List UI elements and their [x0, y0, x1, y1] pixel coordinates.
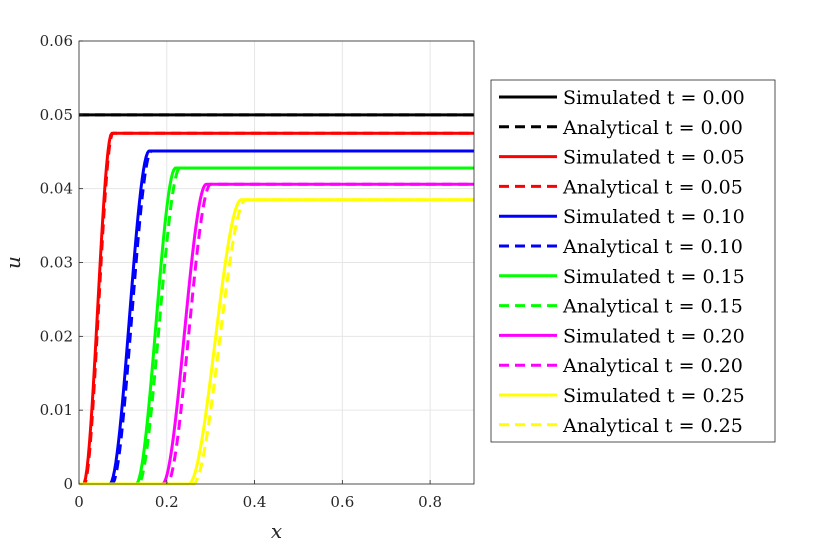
series-line-6	[78, 166, 475, 486]
legend: Simulated t = 0.00 Analytical t = 0.00 Sim…	[490, 79, 776, 443]
legend-box	[490, 79, 776, 443]
x-axis-label: x	[271, 519, 282, 543]
legend-entry: Analytical t = 0.00	[562, 117, 743, 139]
legend-entry: Simulated t = 0.15	[563, 266, 745, 288]
legend-entry: Analytical t = 0.05	[562, 176, 743, 198]
series-layer	[78, 113, 475, 486]
legend-entry: Analytical t = 0.15	[562, 296, 743, 318]
grid	[78, 40, 474, 485]
legend-entry: Simulated t = 0.10	[563, 206, 745, 228]
y-tick-label: 0.02	[40, 327, 73, 345]
y-tick-label: 0.03	[40, 254, 73, 272]
legend-entry: Analytical t = 0.20	[562, 355, 743, 377]
legend-entry: Analytical t = 0.25	[562, 415, 743, 437]
y-axis-label: u	[1, 256, 25, 269]
legend-entry: Simulated t = 0.05	[563, 147, 745, 169]
y-tick-label: 0.06	[40, 32, 73, 50]
x-tick-label: 0.2	[155, 493, 179, 511]
series-line-3	[78, 131, 475, 486]
y-tick-label: 0.01	[40, 401, 73, 419]
series-line-5	[78, 149, 475, 486]
y-tick-label: 0.05	[40, 106, 73, 124]
x-tick-label: 0.8	[418, 493, 442, 511]
x-tick-label: 0.4	[243, 493, 267, 511]
legend-entry: Simulated t = 0.00	[563, 87, 745, 109]
x-tick-label: 0.6	[330, 493, 354, 511]
y-tick-label: 0	[63, 475, 73, 493]
ticks: 0 0.2 0.4 0.6 0.8 0 0.01 0.02 0.03 0.04 0.05 0.06	[40, 32, 442, 511]
y-tick-label: 0.04	[40, 180, 73, 198]
legend-entry: Simulated t = 0.20	[563, 325, 745, 347]
legend-entry: Analytical t = 0.10	[562, 236, 743, 258]
legend-entry: Simulated t = 0.25	[563, 385, 745, 407]
x-tick-label: 0	[74, 493, 84, 511]
series-line-2	[78, 131, 475, 486]
series-line-7	[78, 166, 475, 486]
